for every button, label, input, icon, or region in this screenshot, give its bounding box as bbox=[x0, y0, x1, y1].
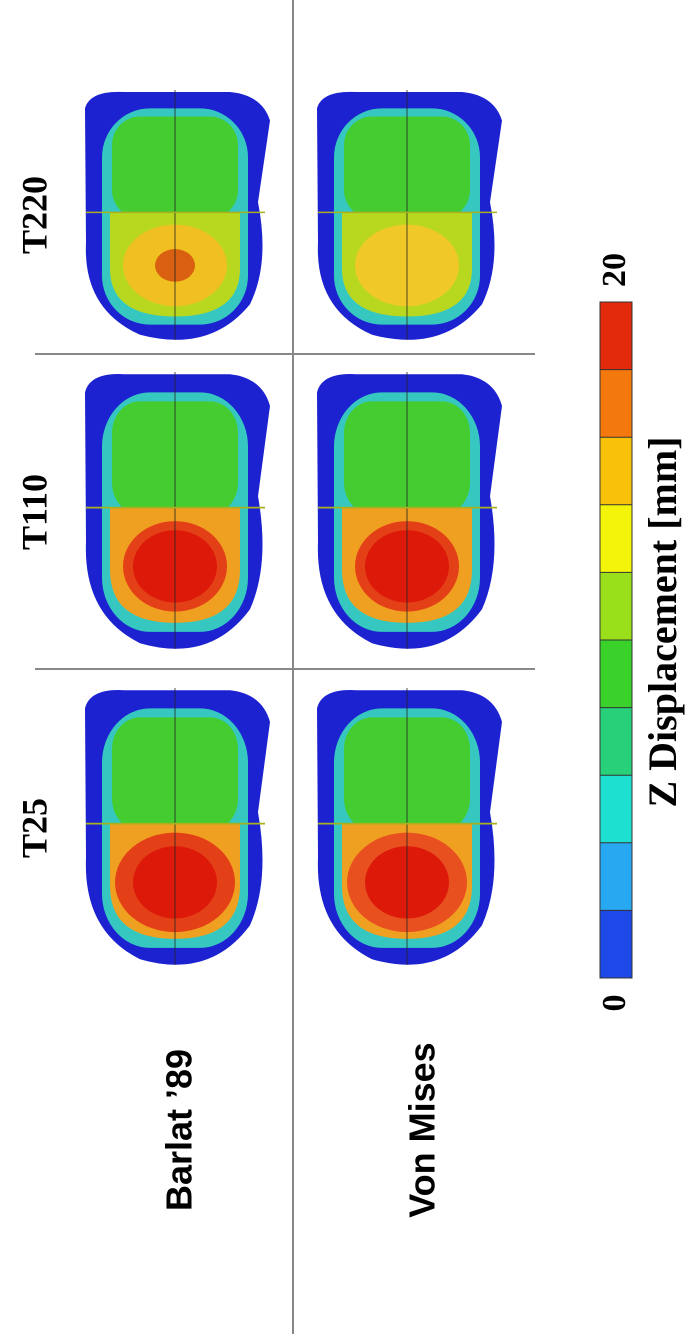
contour-panel bbox=[85, 372, 270, 649]
colorbar-segment bbox=[600, 302, 632, 371]
colorbar-segment bbox=[600, 842, 632, 911]
colorbar-min: 0 bbox=[596, 995, 633, 1012]
colorbar-frame bbox=[599, 301, 633, 979]
colorbar bbox=[599, 301, 633, 979]
contour-panel bbox=[85, 90, 270, 340]
colorbar-segment bbox=[600, 369, 632, 438]
column-label: T220 bbox=[14, 176, 54, 254]
contour-panel bbox=[317, 372, 502, 649]
colorbar-segment bbox=[600, 707, 632, 776]
colorbar-segment bbox=[600, 775, 632, 844]
colorbar-segment bbox=[600, 437, 632, 506]
colorbar-segment bbox=[600, 504, 632, 573]
colorbar-segment bbox=[600, 572, 632, 641]
colorbar-segment bbox=[600, 640, 632, 709]
row-label: Von Mises bbox=[402, 1042, 443, 1217]
row-label: Barlat ’89 bbox=[159, 1049, 200, 1211]
contour-panel bbox=[317, 688, 502, 965]
column-label: T25 bbox=[14, 798, 54, 858]
column-label: T110 bbox=[14, 474, 54, 550]
contour-panel bbox=[85, 688, 270, 965]
contour-panel bbox=[317, 90, 502, 340]
colorbar-title: Z Displacement [mm] bbox=[640, 436, 685, 807]
colorbar-segment bbox=[600, 910, 632, 979]
colorbar-max: 20 bbox=[596, 253, 633, 287]
